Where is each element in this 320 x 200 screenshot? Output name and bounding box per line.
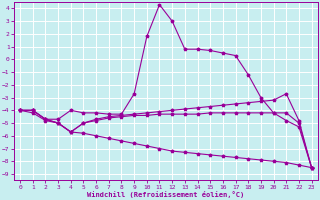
X-axis label: Windchill (Refroidissement éolien,°C): Windchill (Refroidissement éolien,°C) <box>87 191 244 198</box>
